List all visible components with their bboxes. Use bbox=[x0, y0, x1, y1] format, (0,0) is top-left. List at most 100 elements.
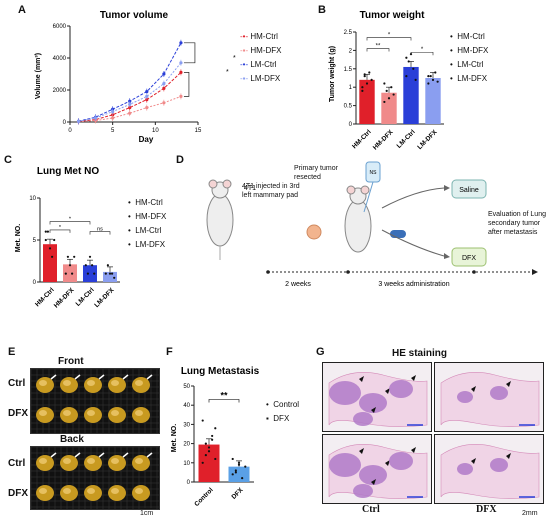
scatter-point bbox=[46, 230, 50, 233]
scatter-point bbox=[390, 86, 393, 89]
chart-c-legend: • HM-Ctrl • HM-DFX • LM-Ctrl • LM-DFX bbox=[128, 196, 166, 252]
y-tick-label: 40 bbox=[183, 403, 190, 409]
saline-box bbox=[451, 179, 487, 199]
metastatic-nodule bbox=[457, 391, 473, 403]
arrowhead-marker bbox=[359, 448, 364, 454]
scatter-point bbox=[73, 255, 76, 258]
metastatic-nodule bbox=[389, 380, 413, 398]
chart-f-ylabel: Met. NO. bbox=[171, 424, 178, 452]
weeks3-label: 3 weeks administration bbox=[378, 281, 449, 288]
chart-a-legend: -•- HM-Ctrl -▪- HM-DFX -•- LM-Ctrl -▪- L… bbox=[240, 30, 282, 86]
mouse-icon bbox=[344, 185, 372, 253]
arrow-marker bbox=[122, 452, 129, 458]
tumor-icon bbox=[306, 224, 322, 240]
y-tick-label: 10 bbox=[29, 196, 36, 202]
scatter-point bbox=[211, 438, 214, 441]
front-dfx-label: DFX bbox=[8, 408, 28, 419]
legend-a-lm-dfx: -▪- LM-DFX bbox=[240, 74, 281, 83]
chart-a-xlabel: Day bbox=[139, 135, 154, 144]
metastatic-nodule bbox=[490, 458, 508, 472]
lung-specimen-highlight bbox=[111, 410, 119, 416]
bar bbox=[403, 66, 419, 124]
lung-specimen-highlight bbox=[63, 380, 71, 386]
scatter-point bbox=[387, 97, 391, 100]
y-tick-label: 1.5 bbox=[344, 67, 353, 73]
sig-label: ** bbox=[220, 390, 228, 400]
he-dfx-label: DFX bbox=[476, 504, 497, 515]
metastatic-nodule bbox=[359, 465, 387, 485]
scatter-point bbox=[51, 255, 54, 258]
arrowhead-marker bbox=[471, 458, 476, 464]
chart-c-ylabel: Met. NO. bbox=[15, 224, 22, 252]
legend-a-hm-ctrl: -•- HM-Ctrl bbox=[240, 32, 278, 41]
pill-icon bbox=[390, 230, 406, 238]
legend-f-item: • Control bbox=[266, 400, 300, 409]
lung-specimen-highlight bbox=[39, 380, 47, 386]
scatter-point bbox=[204, 442, 207, 445]
scatter-point bbox=[436, 80, 439, 83]
lung-specimen-highlight bbox=[111, 458, 119, 464]
he-ctrl-top bbox=[322, 362, 432, 432]
arrowhead-marker bbox=[385, 460, 390, 466]
arrowhead-marker bbox=[506, 381, 511, 387]
sig-label: * bbox=[388, 33, 391, 39]
y-tick-label: 2.5 bbox=[344, 30, 353, 36]
y-tick-label: 10 bbox=[183, 461, 190, 467]
category-label: HM-DFX bbox=[53, 286, 76, 308]
category-label: LM-Ctrl bbox=[396, 129, 417, 150]
scatter-point bbox=[111, 272, 114, 275]
scale-bar-e bbox=[140, 508, 156, 509]
category-label: DFX bbox=[231, 486, 246, 501]
sig-bracket bbox=[183, 72, 190, 97]
experiment-schematic: 4T1 4T1 injected in 3rd left mammary pad… bbox=[206, 161, 546, 288]
back-dfx-label: DFX bbox=[8, 488, 28, 499]
lung-specimen-highlight bbox=[39, 410, 47, 416]
scatter-point bbox=[201, 461, 204, 464]
front-photo bbox=[30, 368, 160, 434]
lung-specimen-highlight bbox=[87, 410, 95, 416]
sig-label: * bbox=[421, 47, 424, 53]
lung-specimen-highlight bbox=[87, 380, 95, 386]
sig-bracket bbox=[410, 51, 434, 56]
scatter-point bbox=[66, 255, 69, 258]
arrowhead-marker bbox=[506, 453, 511, 459]
scatter-point bbox=[84, 264, 87, 267]
legend-c-item: • LM-Ctrl bbox=[128, 226, 162, 235]
arrow-marker bbox=[98, 374, 105, 380]
metastatic-nodule bbox=[389, 452, 413, 470]
y-tick-label: 2000 bbox=[53, 88, 67, 94]
legend-b-item: • HM-Ctrl bbox=[450, 32, 485, 41]
metastatic-nodule bbox=[353, 412, 373, 426]
category-label: LM-DFX bbox=[93, 286, 116, 308]
panel-label-c: C bbox=[4, 154, 12, 166]
he-dfx-bottom bbox=[434, 434, 544, 504]
scatter-point bbox=[234, 469, 237, 472]
metastatic-nodule bbox=[329, 453, 361, 477]
x-tick-label: 0 bbox=[68, 128, 72, 134]
scatter-point bbox=[108, 272, 112, 275]
scatter-point bbox=[368, 71, 371, 74]
bar bbox=[83, 265, 97, 282]
arrow-marker bbox=[74, 452, 81, 458]
legend-a-lm-ctrl: -•- LM-Ctrl bbox=[240, 60, 277, 69]
dfx-box bbox=[451, 247, 487, 267]
chart-a-title: Tumor volume bbox=[100, 10, 169, 21]
tumor-weight-chart: Tumor weight Tumor weight (g) 0 0.5 1 1.5 2 2… bbox=[329, 10, 444, 152]
lung-specimen-highlight bbox=[39, 458, 47, 464]
sig-label: * bbox=[69, 217, 72, 223]
lung-specimen-highlight bbox=[111, 380, 119, 386]
scatter-point bbox=[207, 450, 211, 453]
panel-label-g: G bbox=[316, 346, 325, 358]
scatter-point bbox=[53, 238, 56, 242]
arrow-marker bbox=[74, 374, 81, 380]
legend-f-item: ▪ DFX bbox=[266, 414, 290, 423]
scatter-point bbox=[88, 255, 92, 258]
lung-specimen-highlight bbox=[87, 458, 95, 464]
y-tick-label: 30 bbox=[183, 422, 190, 428]
scatter-point bbox=[207, 446, 211, 449]
chart-f-legend: • Control ▪ DFX bbox=[266, 398, 299, 426]
legend-b-item: • HM-DFX bbox=[450, 46, 489, 55]
scatter-point bbox=[113, 276, 116, 279]
he-ctrl-bottom bbox=[322, 434, 432, 504]
scatter-point bbox=[412, 67, 415, 70]
